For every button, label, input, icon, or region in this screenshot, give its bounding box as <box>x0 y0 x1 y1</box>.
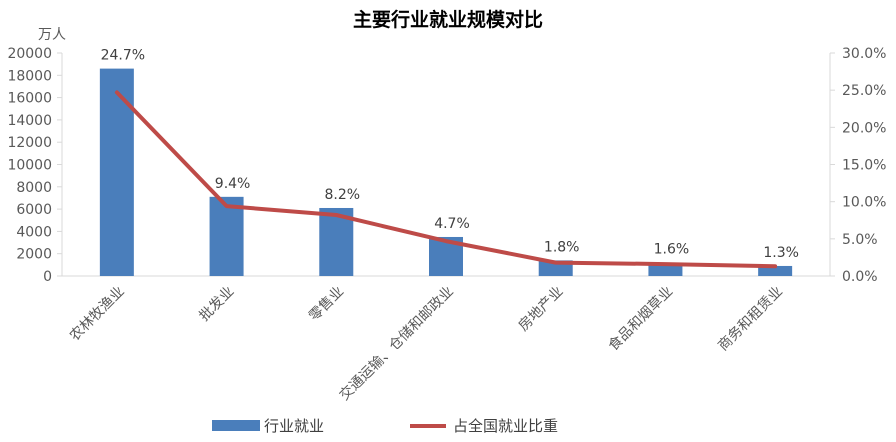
y-left-tick-label: 4000 <box>16 224 52 240</box>
y-left-tick-label: 8000 <box>16 180 52 196</box>
category-label: 交通运输、仓储和邮政业 <box>336 283 457 404</box>
y-left-tick-label: 12000 <box>7 135 52 151</box>
data-label: 24.7% <box>101 48 145 64</box>
category-label: 食品和烟草业 <box>605 283 676 354</box>
legend-bar-swatch <box>212 420 260 431</box>
y-right-tick-label: 30.0% <box>842 46 886 62</box>
legend-bar-label: 行业就业 <box>264 417 324 435</box>
category-label: 商务和租赁业 <box>715 284 786 355</box>
y-axis-unit-label: 万人 <box>38 27 66 43</box>
y-left-tick-label: 6000 <box>16 202 52 218</box>
y-left-tick-label: 20000 <box>7 46 52 62</box>
axes-layer: 0 2000 4000 6000 8000 10000 12000 14000 16000 180… <box>7 46 886 285</box>
y-left-tick-label: 0 <box>43 269 52 285</box>
legend: 行业就业 占全国就业比重 <box>212 417 558 435</box>
data-label: 1.6% <box>654 242 690 258</box>
data-label: 4.7% <box>434 216 470 232</box>
data-label: 8.2% <box>324 187 360 203</box>
y-left-tick-label: 16000 <box>7 91 52 107</box>
y-right-tick-label: 15.0% <box>842 158 886 174</box>
data-label: 9.4% <box>215 176 251 192</box>
bar <box>209 196 244 276</box>
legend-line-label: 占全国就业比重 <box>453 417 558 435</box>
line-layer <box>114 90 778 269</box>
category-label: 批发业 <box>196 284 237 325</box>
y-right-tick-label: 20.0% <box>842 120 886 136</box>
y-left-tick-label: 2000 <box>16 247 52 263</box>
category-label: 房地产业 <box>516 284 567 335</box>
bar <box>99 68 134 276</box>
y-right-tick-label: 10.0% <box>842 195 886 211</box>
y-left-tick-label: 18000 <box>7 68 52 84</box>
series-line <box>114 90 778 269</box>
y-left-tick-label: 10000 <box>7 158 52 174</box>
data-label: 1.8% <box>544 239 580 255</box>
category-label: 零售业 <box>306 284 347 325</box>
data-label: 1.3% <box>763 245 799 261</box>
y-left-tick-label: 14000 <box>7 113 52 129</box>
bar <box>758 265 793 276</box>
category-label: 农林牧渔业 <box>67 284 128 345</box>
y-right-tick-label: 25.0% <box>842 83 886 99</box>
y-right-tick-label: 0.0% <box>842 269 878 285</box>
data-labels-layer: 24.7% 9.4% 8.2% 4.7% 1.8% 1.6% 1.3% <box>101 48 799 261</box>
chart-title: 主要行业就业规模对比 <box>353 8 543 31</box>
y-right-tick-label: 5.0% <box>842 232 878 248</box>
